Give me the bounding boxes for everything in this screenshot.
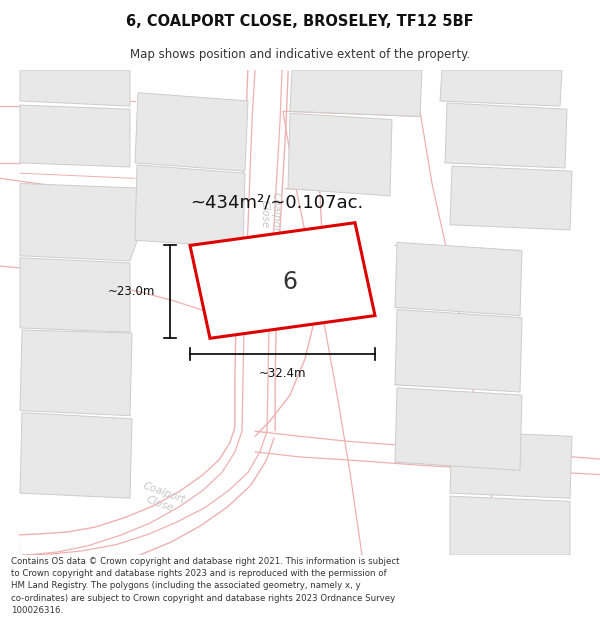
Text: Coalport
Close: Coalport Close bbox=[137, 481, 187, 516]
Text: ~434m²/~0.107ac.: ~434m²/~0.107ac. bbox=[190, 193, 363, 211]
Polygon shape bbox=[20, 184, 155, 261]
Polygon shape bbox=[20, 258, 130, 332]
Polygon shape bbox=[450, 431, 572, 498]
Polygon shape bbox=[135, 165, 245, 248]
Polygon shape bbox=[440, 70, 562, 106]
Polygon shape bbox=[450, 496, 570, 555]
Polygon shape bbox=[395, 309, 522, 392]
Text: 6: 6 bbox=[283, 269, 298, 294]
Text: ~23.0m: ~23.0m bbox=[107, 286, 155, 298]
Polygon shape bbox=[20, 70, 130, 106]
Polygon shape bbox=[290, 70, 422, 116]
Polygon shape bbox=[450, 166, 572, 230]
Text: Coalport
Close: Coalport Close bbox=[259, 192, 281, 237]
Polygon shape bbox=[20, 105, 130, 167]
Polygon shape bbox=[20, 412, 132, 498]
Text: Map shows position and indicative extent of the property.: Map shows position and indicative extent… bbox=[130, 48, 470, 61]
Polygon shape bbox=[395, 242, 522, 316]
Text: 6, COALPORT CLOSE, BROSELEY, TF12 5BF: 6, COALPORT CLOSE, BROSELEY, TF12 5BF bbox=[126, 14, 474, 29]
Polygon shape bbox=[20, 330, 132, 416]
Text: ~32.4m: ~32.4m bbox=[258, 368, 306, 380]
Polygon shape bbox=[445, 103, 567, 168]
Text: Contains OS data © Crown copyright and database right 2021. This information is : Contains OS data © Crown copyright and d… bbox=[11, 557, 400, 615]
Polygon shape bbox=[395, 388, 522, 471]
Polygon shape bbox=[135, 92, 248, 171]
Polygon shape bbox=[190, 222, 375, 338]
Polygon shape bbox=[288, 113, 392, 196]
